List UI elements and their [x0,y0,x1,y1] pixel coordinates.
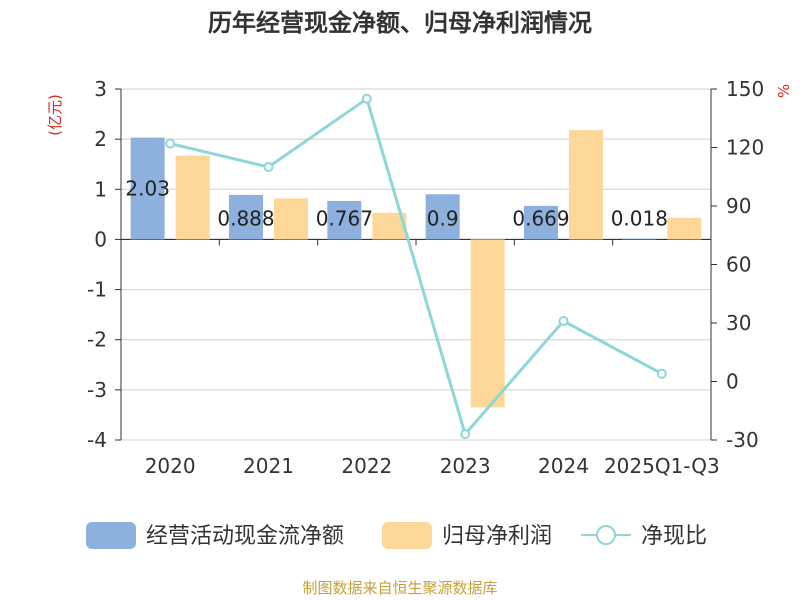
axes: 3 2 1 0 -1 -2 -3 -4 150 120 90 60 30 0 -30 2020 2021 2022… [87,77,764,478]
legend-profit[interactable]: 归母净利润 [382,522,552,549]
cashflow-label-2025Q1-Q3: 0.018 [611,206,668,230]
x-tick-label: 2023 [440,454,491,478]
cashflow-bar-2025Q1-Q3[interactable] [622,238,657,240]
x-tick-label: 2024 [538,454,589,478]
profit-bar-2024[interactable] [569,130,603,240]
cashflow-bar-2023[interactable] [425,194,460,240]
cashflow-label-2024: 0.669 [512,206,569,230]
ratio-line [165,93,667,440]
legend-profit-swatch [382,522,432,549]
ratio-point-2021[interactable] [263,162,274,172]
y-right-tick-label: 120 [726,136,764,160]
y-right-tick-label: 150 [726,77,764,101]
y-left-tick-label: 2 [94,127,107,151]
x-tick-label: 2021 [243,454,294,478]
legend-cashflow-swatch [86,522,136,549]
y-right-tick-label: -30 [726,428,759,452]
cashflow-label-2022: 0.767 [316,206,373,230]
legend-ratio-marker [596,525,616,545]
profit-bar-2020[interactable] [175,155,210,240]
y-right-tick-label: 90 [726,194,751,218]
profit-bar-2025Q1-Q3[interactable] [667,217,702,240]
cashflow-label-2020: 2.03 [125,177,170,201]
ratio-point-2023[interactable] [460,429,471,440]
bars [130,130,702,408]
ratio-point-2025Q1-Q3[interactable] [656,368,667,379]
x-tick-label: 2020 [145,454,196,478]
y-left-tick-label: 1 [94,177,107,201]
y-right-tick-label: 0 [726,370,739,394]
cashflow-bar-2022[interactable] [327,200,362,240]
legend-ratio[interactable]: 净现比 [581,524,707,549]
ratio-polyline [169,96,663,438]
gridlines [121,88,711,441]
profit-bar-2021[interactable] [274,198,308,240]
cashflow-label-2023: 0.9 [427,206,459,230]
ratio-point-2020[interactable] [165,138,176,149]
legend-cashflow[interactable]: 经营活动现金流净额 [86,522,344,549]
y-left-tick-label: -2 [87,328,107,352]
y-right-tick-label: 60 [726,253,751,277]
y-left-unit: (亿元) [46,94,64,136]
cashflow-bar-2020[interactable] [130,137,165,240]
cashflow-bar-2024[interactable] [524,205,558,240]
x-tick-label: 2022 [341,454,392,478]
y-left-tick-label: 3 [94,77,107,101]
legend[interactable]: 经营活动现金流净额 归母净利润 净现比 [86,522,707,549]
y-left-tick-label: 0 [94,227,107,251]
profit-bar-2023[interactable] [470,239,505,408]
legend-ratio-label: 净现比 [641,524,707,549]
source-note: 制图数据来自恒生聚源数据库 [302,579,497,597]
y-right-unit: % [775,84,793,98]
legend-cashflow-label: 经营活动现金流净额 [146,524,344,549]
y-right-tick-label: 30 [726,311,751,335]
y-left-tick-label: -3 [87,378,107,402]
cashflow-bar-2021[interactable] [229,194,263,240]
legend-profit-label: 归母净利润 [442,524,552,549]
ratio-point-2024[interactable] [558,316,569,327]
y-left-tick-label: -1 [87,278,107,302]
ratio-point-2022[interactable] [361,93,372,104]
chart-title: 历年经营现金净额、归母净利润情况 [208,9,592,37]
data-labels: 2.03 0.888 0.767 0.9 0.669 0.018 [125,177,668,231]
y-left-tick-label: -4 [87,428,107,452]
x-tick-label: 2025Q1-Q3 [604,454,720,478]
cashflow-label-2021: 0.888 [217,206,274,230]
